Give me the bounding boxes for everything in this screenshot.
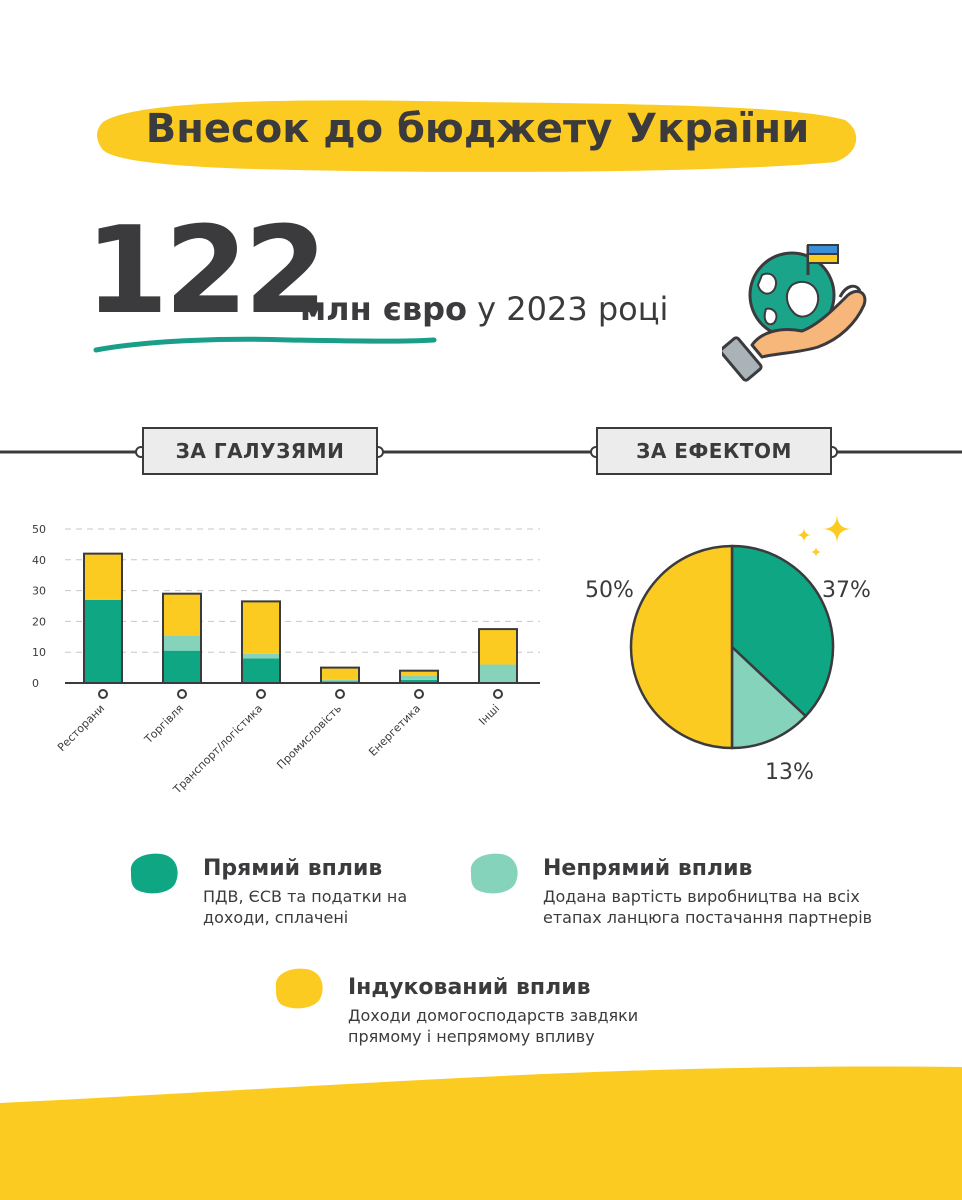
pie-slice — [629, 544, 734, 750]
bar-segment — [84, 599, 122, 683]
bar-segment — [163, 593, 201, 636]
amount-unit: млн євро — [300, 290, 467, 328]
x-tick-label: Ресторани — [55, 702, 107, 754]
bar-segment — [242, 653, 280, 659]
x-tick-marker — [335, 689, 345, 699]
headline-number: 122 — [85, 202, 327, 341]
bar-segment — [400, 675, 438, 680]
bar-segment — [242, 658, 280, 683]
pie-label: 37% — [822, 578, 871, 603]
pie-chart: 37% 13% 50% — [585, 514, 871, 785]
pie-slice — [730, 544, 835, 718]
bar-segment — [321, 667, 359, 680]
legend-desc-induced: Доходи домогосподарств завдяки прямому і… — [348, 1006, 639, 1046]
y-tick-label: 10 — [32, 646, 46, 659]
pie-label: 13% — [765, 760, 814, 785]
bar-group — [399, 669, 439, 684]
bar-segment — [321, 679, 359, 682]
pie-label: 50% — [585, 578, 634, 603]
amount-period: у 2023 році — [477, 290, 669, 328]
bar-segment — [479, 664, 517, 683]
pie-slice — [730, 645, 807, 750]
legend-swatch-indirect — [470, 853, 518, 894]
bar-segment — [400, 679, 438, 683]
y-tick-label: 50 — [32, 523, 46, 536]
y-tick-label: 30 — [32, 585, 46, 598]
bar-segment — [242, 601, 280, 654]
x-tick-label: Інші — [476, 702, 502, 728]
bar-segment — [479, 629, 517, 665]
bar-group — [241, 600, 281, 684]
bar-segment — [163, 650, 201, 683]
bar-segment — [163, 635, 201, 651]
tab-industries: ЗА ГАЛУЗЯМИ — [142, 427, 378, 475]
sparkle-icon — [796, 514, 852, 558]
bottom-wave — [0, 1066, 962, 1200]
x-tick-marker — [256, 689, 266, 699]
globe-in-hand-icon — [722, 244, 867, 382]
bar-group — [478, 628, 518, 684]
y-tick-label: 20 — [32, 615, 46, 628]
legend-title-indirect: Непрямий вплив — [543, 856, 753, 881]
x-tick-label: Транспорт/логістика — [170, 702, 265, 797]
y-tick-label: 0 — [32, 677, 39, 690]
legend-swatch-direct — [130, 853, 178, 894]
x-tick-label: Торгівля — [141, 702, 186, 747]
x-tick-marker — [98, 689, 108, 699]
x-tick-marker — [493, 689, 503, 699]
legend-title-induced: Індукований вплив — [348, 975, 591, 1000]
bar-group — [83, 552, 123, 684]
headline-amount: млн євро у 2023 році — [300, 290, 668, 328]
y-tick-label: 40 — [32, 554, 46, 567]
bar-chart: 0 10 20 30 40 50 Ресторани ТоргівляТранспорт/ло… — [32, 523, 540, 797]
number-underline — [93, 336, 437, 353]
title-highlight — [97, 100, 857, 172]
legend-swatch-induced — [275, 968, 323, 1009]
bar-group — [320, 666, 360, 685]
tab-effect: ЗА ЕФЕКТОМ — [596, 427, 832, 475]
x-tick-label: Енергетика — [366, 702, 423, 759]
page-title: Внесок до бюджету України — [145, 106, 810, 152]
bar-group — [162, 592, 202, 684]
x-tick-label: Промисловість — [274, 702, 344, 772]
x-tick-marker — [414, 689, 424, 699]
bar-segment — [84, 553, 122, 600]
legend-desc-indirect: Додана вартість виробництва на всіх етап… — [543, 887, 873, 927]
x-tick-marker — [177, 689, 187, 699]
legend-title-direct: Прямий вплив — [203, 856, 383, 881]
legend-desc-direct: ПДВ, ЄСВ та податки на доходи, сплачені — [203, 887, 408, 927]
bar-segment — [400, 670, 438, 676]
